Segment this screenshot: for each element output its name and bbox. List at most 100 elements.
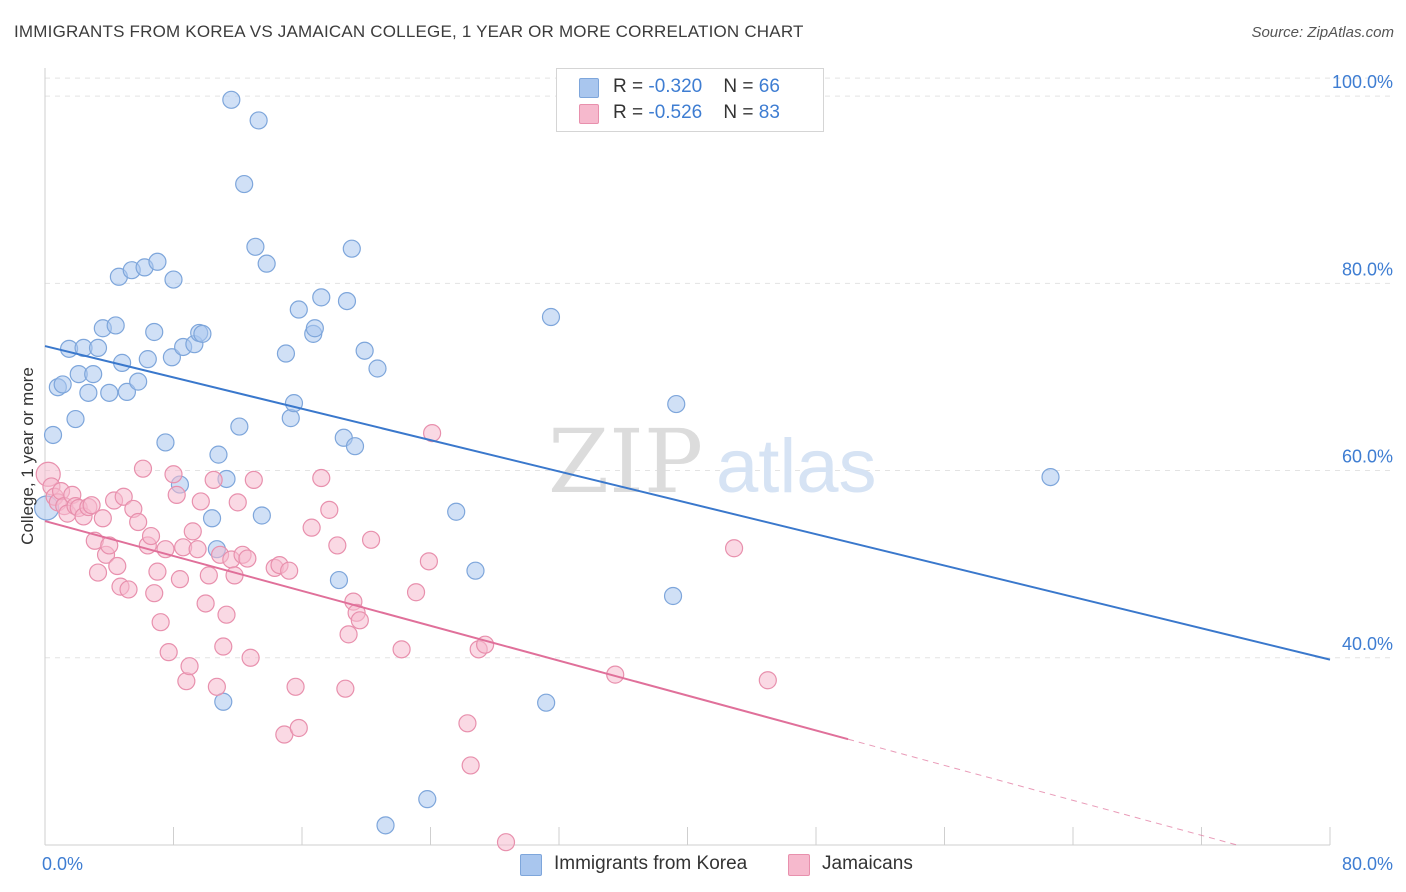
jamaica-trend-extension (847, 738, 1238, 846)
jamaica-legend-label: Jamaicans (822, 853, 913, 874)
jamaica-point (100, 536, 119, 555)
korea-point (117, 382, 137, 402)
korea-point (209, 445, 228, 464)
korea-legend-label: Immigrants from Korea (554, 853, 748, 874)
jamaica-point (724, 539, 744, 558)
korea-point (129, 372, 148, 391)
korea-legend-swatch (520, 854, 542, 876)
jamaica-point (148, 562, 167, 581)
jamaica-point (461, 756, 480, 775)
korea-point (447, 502, 466, 521)
jamaica-point (328, 536, 347, 555)
chart-title: IMMIGRANTS FROM KOREA VS JAMAICAN COLLEG… (14, 22, 804, 41)
jamaica-point (188, 540, 207, 559)
korea-point (145, 322, 164, 342)
jamaica-point (225, 566, 244, 585)
jamaica-point (129, 512, 148, 532)
jamaica-point (82, 496, 101, 515)
jamaica-point (289, 718, 308, 738)
jamaica-point (159, 643, 178, 662)
korea-point (312, 288, 331, 307)
jamaica-point (758, 671, 777, 690)
jamaica-point (280, 561, 299, 580)
legend-r-value-jamaica: -0.526 (648, 102, 703, 123)
jamaica-point (241, 648, 260, 667)
korea-point (276, 344, 296, 363)
legend-n-value-jamaica: 83 (758, 102, 780, 123)
correlation-legend: R = -0.320 N = 66 R = -0.526 N = 83 (556, 68, 824, 132)
korea-point (249, 111, 268, 130)
x-tick-label: 0.0% (42, 854, 83, 874)
trend-layer (44, 345, 1331, 846)
korea-point (202, 509, 222, 528)
korea-point (88, 338, 108, 358)
watermark-zip: ZIP (548, 410, 703, 513)
watermark: ZIP atlas (548, 410, 877, 513)
jamaica-point (170, 570, 190, 589)
jamaica-point (88, 563, 108, 582)
jamaica-point (406, 583, 426, 602)
korea-point (305, 319, 324, 338)
jamaica-point (320, 500, 339, 519)
korea-point (376, 816, 395, 835)
jamaica-point (339, 625, 358, 644)
jamaica-point (244, 470, 263, 490)
korea-point (246, 237, 265, 256)
jamaica-point (286, 677, 305, 696)
jamaica-point (228, 493, 247, 512)
legend-r-label: R = (613, 102, 649, 123)
jamaica-point (204, 470, 223, 490)
label-layer: 40.0% 60.0% 80.0% 100.0% 0.0% 80.0% (42, 72, 1393, 874)
jamaica-point (207, 677, 226, 696)
korea-point (214, 692, 233, 711)
korea-point (193, 324, 212, 343)
korea-trend-line (44, 345, 1331, 661)
jamaica-point (177, 672, 196, 691)
korea-point (667, 394, 686, 414)
korea-point (106, 316, 125, 335)
korea-point (162, 348, 181, 367)
legend-n-label: N = (723, 76, 759, 97)
y-tick-label: 60.0% (1342, 447, 1393, 467)
korea-point (164, 270, 183, 289)
korea-swatch (579, 78, 599, 98)
jamaica-point (141, 526, 161, 546)
jamaica-point (191, 492, 210, 511)
korea-point (138, 350, 157, 369)
korea-point (53, 375, 72, 394)
jamaica-point (361, 530, 381, 549)
korea-point (100, 383, 119, 402)
jamaica-point (164, 465, 183, 484)
jamaica-point (151, 613, 170, 632)
korea-point (148, 252, 167, 271)
korea-point (84, 365, 103, 384)
korea-point (222, 90, 241, 109)
jamaica-point (392, 640, 411, 659)
korea-point (466, 561, 485, 580)
y-axis-label: College, 1 year or more (18, 367, 37, 545)
legend-r-label: R = (613, 76, 649, 97)
y-tick-label: 80.0% (1342, 259, 1393, 279)
korea-point (43, 425, 63, 445)
korea-point (663, 586, 683, 606)
jamaica-legend-swatch (788, 854, 810, 876)
korea-point (537, 693, 556, 712)
jamaica-point (302, 518, 321, 537)
x-tick-label: 80.0% (1342, 854, 1393, 874)
jamaica-point (183, 522, 202, 541)
korea-point (418, 790, 437, 809)
grid-layer (45, 77, 1393, 659)
jamaica-point (458, 714, 477, 733)
korea-point (252, 506, 271, 525)
korea-point (289, 300, 308, 319)
jamaica-point (312, 468, 331, 488)
jamaica-point (336, 679, 355, 698)
legend-r-value-korea: -0.320 (648, 76, 703, 97)
jamaica-point (217, 605, 236, 624)
korea-point (342, 239, 361, 258)
y-tick-label: 100.0% (1332, 72, 1393, 92)
korea-point (79, 383, 98, 402)
korea-point (345, 437, 365, 456)
jamaica-point (350, 611, 369, 630)
